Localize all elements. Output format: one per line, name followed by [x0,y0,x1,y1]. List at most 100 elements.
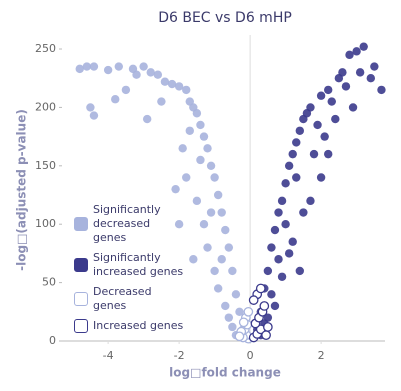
point [203,243,212,252]
point [114,62,123,71]
point [199,132,209,141]
point [281,179,290,188]
point [306,196,315,206]
point [167,79,177,89]
point [182,173,191,182]
point [89,62,99,71]
point [210,266,219,276]
legend-label: Significantly increased genes [93,251,184,278]
point [320,132,329,141]
point [89,111,99,120]
point [178,144,187,153]
point [324,149,333,159]
point [139,62,148,71]
point [213,190,223,200]
point [228,322,237,332]
point [75,64,84,74]
point [292,173,301,182]
legend-item: Increased genes [74,319,186,333]
point [338,68,347,77]
point [263,266,273,276]
point [192,196,202,206]
point [295,266,305,276]
point [238,317,249,328]
point [284,161,294,171]
point [221,301,230,311]
point [274,208,283,217]
point [309,149,319,159]
point [203,144,212,153]
point [270,225,280,235]
point [341,82,351,91]
point [157,97,166,106]
point [284,249,294,258]
point [206,161,216,171]
y-tick-label: 200 [35,100,56,113]
point [270,301,280,311]
point [182,85,191,95]
point [248,295,259,305]
point [111,95,120,104]
point [224,313,234,322]
point [160,77,170,86]
y-tick-label: 250 [35,42,56,55]
point [153,70,163,79]
point [327,97,336,106]
point [259,301,270,311]
point [267,290,276,299]
x-tick-label: -4 [103,349,114,362]
point [331,114,340,124]
point [277,272,287,281]
chart-title: D6 BEC vs D6 mHP [158,10,292,26]
legend-label: Significantly decreased genes [93,203,161,244]
point [196,120,205,130]
point [348,103,358,112]
point [355,68,365,77]
x-tick-label: 0 [247,349,254,362]
y-tick-label: 0 [49,334,56,347]
point [121,85,131,95]
point [277,196,287,206]
point [192,109,202,118]
point [86,103,95,112]
point [324,85,333,95]
point [146,68,155,77]
legend-swatch [74,217,88,231]
point [196,155,205,165]
point [199,220,209,229]
point [274,255,283,264]
point [255,283,266,294]
point [213,284,223,293]
point [132,70,141,79]
point [185,126,194,135]
point [261,330,271,341]
legend-swatch [74,319,88,333]
point [377,85,386,95]
point [316,173,326,182]
point [243,306,254,317]
point [171,184,180,194]
point [345,50,354,60]
y-tick-label: 100 [35,217,56,230]
point [288,237,297,246]
point [206,208,216,217]
point [281,220,290,229]
point [210,173,219,182]
point [82,62,92,71]
point [366,74,376,83]
point [352,47,361,56]
point [316,91,326,100]
point [263,322,273,332]
legend-item: Significantly decreased genes [74,203,186,245]
x-tick-label: -2 [174,349,185,362]
point [217,255,226,264]
y-tick-label: 50 [42,276,56,289]
legend-swatch [74,292,88,306]
point [359,42,368,51]
point [288,149,297,159]
point [234,331,245,342]
point [221,225,230,235]
legend-item: Significantly increased genes [74,251,186,279]
